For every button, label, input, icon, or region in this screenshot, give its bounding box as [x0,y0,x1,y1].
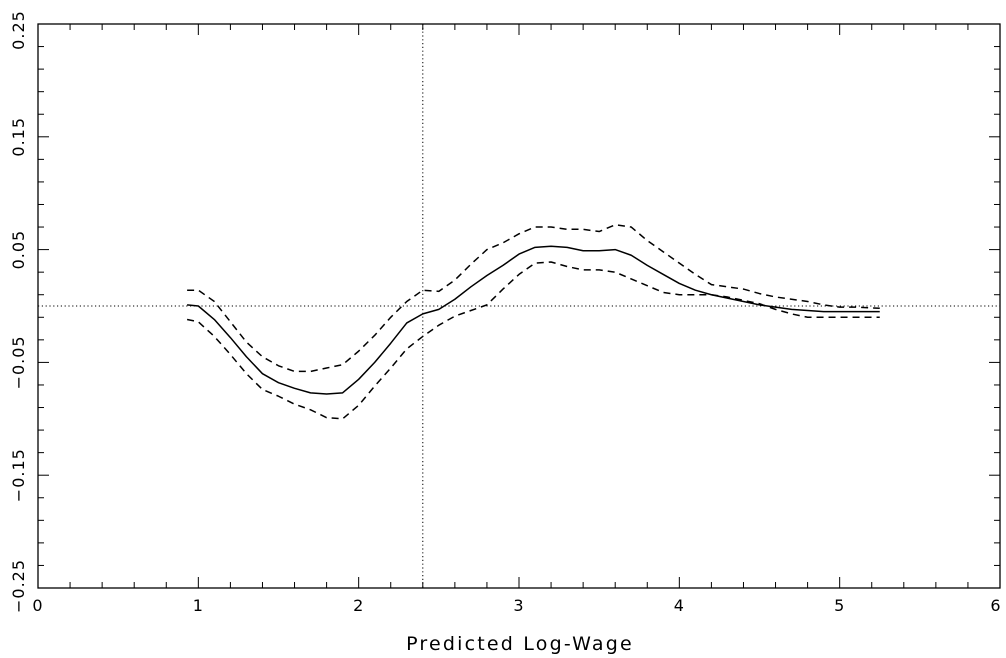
y-tick-label: −0.25 [9,559,28,613]
y-tick-label: 0.25 [9,10,28,50]
x-tick-label: 1 [193,596,204,615]
reference-lines [38,24,1000,588]
y-tick-label: 0.15 [9,117,28,157]
series-line-estimate [187,245,880,395]
y-tick-label: 0.05 [9,230,28,270]
tick-labels: 0 1 2 3 4 5 6 −0.25 −0.15 −0.05 0.05 0.15 0.25 [9,10,1001,615]
x-tick-label: 2 [353,596,364,615]
x-axis-label: Predicted Log-Wage [406,633,634,655]
x-tick-label: 0 [32,596,43,615]
axis-ticks [37,23,1001,589]
x-tick-label: 6 [990,596,1001,615]
y-tick-label: −0.15 [9,448,28,502]
x-tick-label: 3 [513,596,524,615]
x-tick-label: 4 [674,596,685,615]
series-line-band-1 [187,224,880,373]
series-group [186,224,880,420]
x-tick-label: 5 [834,596,845,615]
y-tick-label: −0.05 [9,335,28,389]
series-line-band-2 [186,261,880,420]
